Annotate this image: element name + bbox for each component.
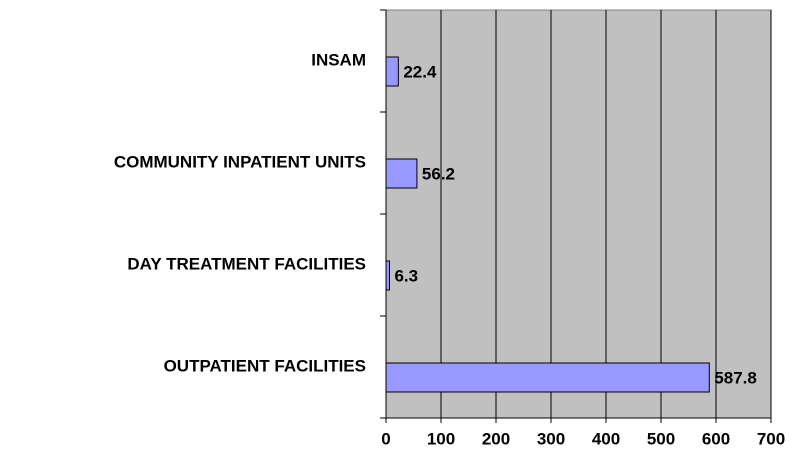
bar bbox=[385, 362, 710, 393]
x-tick-label: 500 bbox=[647, 429, 675, 448]
data-label: 6.3 bbox=[394, 266, 418, 285]
data-label: 56.2 bbox=[422, 164, 455, 183]
bar bbox=[385, 260, 390, 291]
bar bbox=[385, 158, 418, 189]
x-tick-label: 400 bbox=[592, 429, 620, 448]
x-tick-label: 300 bbox=[537, 429, 565, 448]
bar bbox=[385, 56, 399, 87]
y-tick-label: COMMUNITY INPATIENT UNITS bbox=[114, 152, 366, 171]
y-tick-label: DAY TREATMENT FACILITIES bbox=[127, 254, 366, 273]
data-label: 587.8 bbox=[714, 368, 757, 387]
x-tick-label: 100 bbox=[427, 429, 455, 448]
x-tick-label: 700 bbox=[757, 429, 785, 448]
x-tick-label: 600 bbox=[702, 429, 730, 448]
plot-area bbox=[385, 9, 772, 419]
y-tick-label: INSAM bbox=[311, 50, 366, 69]
x-tick-label: 0 bbox=[381, 429, 390, 448]
data-label: 22.4 bbox=[403, 62, 437, 81]
x-tick-label: 200 bbox=[482, 429, 510, 448]
y-tick-label: OUTPATIENT FACILITIES bbox=[164, 356, 366, 375]
